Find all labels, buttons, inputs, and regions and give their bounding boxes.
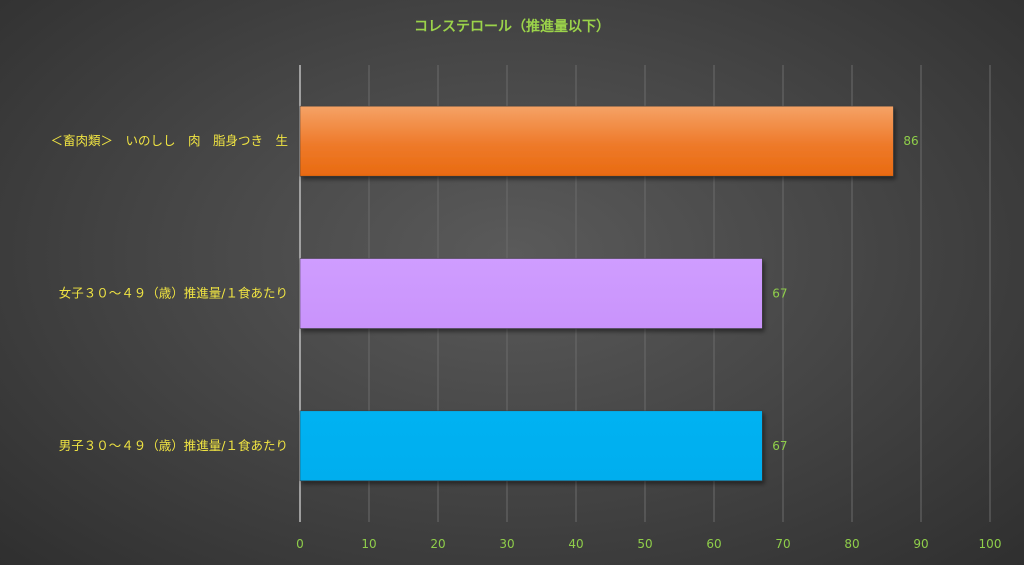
- x-tick-label-0: 0: [296, 537, 304, 551]
- x-tick-label-60: 60: [706, 537, 721, 551]
- x-tick-label-70: 70: [775, 537, 790, 551]
- data-label-3: 67: [772, 439, 787, 453]
- bar-3: [299, 410, 763, 482]
- x-tick-label-100: 100: [979, 537, 1002, 551]
- chart-title: コレステロール（推進量以下）: [414, 18, 610, 35]
- bar-2: [299, 258, 763, 329]
- category-label-2: 女子３０～４９（歳）推進量/１食あたり: [59, 286, 288, 301]
- x-tick-labels: 0 10 20 30 40 50 60 70 80 90 100: [296, 537, 1001, 551]
- x-tick-label-40: 40: [568, 537, 583, 551]
- x-tick-label-30: 30: [499, 537, 514, 551]
- category-label-3: 男子３０～４９（歳）推進量/１食あたり: [59, 438, 288, 453]
- x-tick-label-50: 50: [637, 537, 652, 551]
- bars: 86 67 67: [299, 105, 919, 482]
- data-label-2: 67: [772, 287, 787, 301]
- data-label-1: 86: [903, 134, 918, 148]
- category-labels: ＜畜肉類＞ いのしし 肉 脂身つき 生女子３０～４９（歳）推進量/１食あたり男子…: [50, 133, 288, 453]
- x-tick-label-80: 80: [844, 537, 859, 551]
- x-tick-label-20: 20: [430, 537, 445, 551]
- category-label-1: ＜畜肉類＞ いのしし 肉 脂身つき 生: [50, 133, 288, 148]
- x-tick-label-10: 10: [361, 537, 376, 551]
- bar-1: [299, 105, 894, 177]
- x-tick-label-90: 90: [913, 537, 928, 551]
